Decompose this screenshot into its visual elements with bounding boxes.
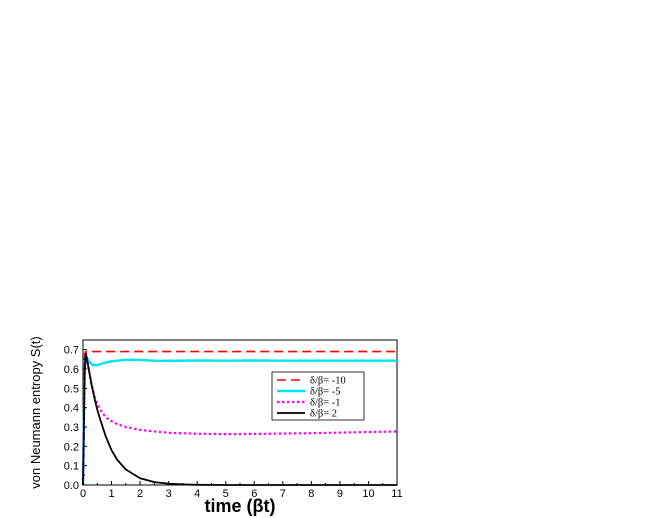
- legend-items: δ/β= -10δ/β= -5δ/β= -1δ/β= 2: [277, 376, 346, 420]
- x-tick-label-1: 1: [108, 488, 114, 500]
- x-tick-label-4: 4: [194, 488, 200, 500]
- x-tick-label-3: 3: [166, 488, 172, 500]
- x-tick-label-0: 0: [80, 488, 86, 500]
- y-axis: 0.0 0.1 0.2 0.3 0.4 0.5 0.6 0.7: [64, 339, 87, 492]
- y-tick-label-3: 0.3: [64, 422, 79, 434]
- y-tick-label-0: 0.0: [64, 480, 79, 492]
- legend-label-1: δ/β= -5: [310, 387, 341, 398]
- x-tick-label-10: 10: [362, 488, 374, 500]
- x-tick-label-8: 8: [308, 488, 314, 500]
- y-tick-label-2: 0.2: [64, 441, 79, 453]
- y-tick-label-1: 0.1: [64, 461, 79, 473]
- y-tick-label-4: 0.4: [64, 403, 79, 415]
- legend: δ/β= -10δ/β= -5δ/β= -1δ/β= 2: [271, 371, 365, 421]
- y-axis-title: von Neumann entropy S(t): [28, 336, 43, 488]
- x-tick-label-9: 9: [337, 488, 343, 500]
- series-line-2: [81, 352, 398, 486]
- legend-label-2: δ/β= -1: [310, 398, 341, 409]
- x-tick-label-5: 5: [223, 488, 229, 500]
- x-tick-label-2: 2: [137, 488, 143, 500]
- x-axis: 0 1 2 3 4 5 6 7 8 9 10 11: [80, 481, 403, 500]
- x-tick-label-11: 11: [391, 488, 402, 500]
- x-tick-label-7: 7: [280, 488, 286, 500]
- plot-area: 0 1 2 3 4 5 6 7 8 9 10 11 0.0 0.1 0.2 0.3 0.4 0.5 0.6 0.7: [64, 339, 403, 500]
- legend-label-0: δ/β= -10: [310, 376, 346, 387]
- legend-box: [271, 371, 365, 421]
- y-tick-label-7: 0.7: [64, 345, 79, 357]
- legend-label-3: δ/β= 2: [310, 409, 337, 420]
- y-tick-label-6: 0.6: [64, 364, 79, 376]
- y-tick-label-5: 0.5: [64, 383, 79, 395]
- x-tick-label-6: 6: [251, 488, 257, 500]
- x-axis-title: time (βt): [205, 496, 276, 516]
